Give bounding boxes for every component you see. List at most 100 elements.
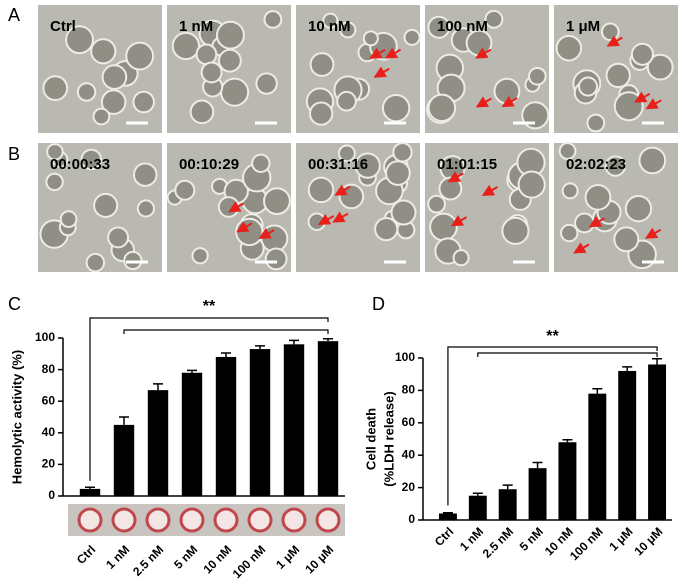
cell — [264, 247, 288, 271]
arrow — [501, 95, 518, 108]
arrow — [236, 221, 253, 233]
arrow — [645, 98, 662, 110]
well — [77, 507, 103, 533]
x-tick-label: 10 μM — [631, 524, 665, 558]
bar — [558, 442, 577, 520]
cell — [200, 61, 223, 84]
x-tick-label: 10 μM — [302, 542, 336, 576]
cell — [403, 28, 421, 46]
cell — [374, 217, 399, 242]
bar — [113, 424, 135, 496]
cell — [217, 48, 242, 73]
x-tick-label: 5 nM — [171, 542, 200, 571]
x-tick-label: 100 nM — [567, 524, 606, 563]
cell — [219, 77, 250, 107]
y-tick-label: 40 — [42, 425, 56, 439]
arrow — [332, 211, 349, 223]
arrow — [644, 227, 662, 239]
cell — [263, 187, 291, 216]
cell — [65, 25, 94, 55]
cell — [90, 38, 117, 65]
bar — [648, 364, 667, 520]
cell — [427, 93, 457, 123]
bar — [147, 390, 169, 496]
cell — [255, 72, 278, 95]
cell — [322, 12, 339, 29]
error-bar — [85, 486, 95, 489]
well — [179, 507, 205, 533]
cell — [42, 75, 69, 102]
cell — [85, 252, 106, 273]
arrow — [228, 201, 245, 213]
cell — [381, 93, 411, 123]
cell — [385, 160, 411, 186]
arrow — [481, 184, 498, 196]
error-bar — [652, 358, 663, 365]
cell — [600, 22, 620, 42]
cell — [125, 41, 155, 71]
error-bar — [255, 345, 265, 350]
cell — [339, 21, 357, 39]
error-bar — [187, 369, 197, 373]
panel-label: D — [372, 294, 385, 314]
arrow — [258, 227, 275, 240]
arrow — [334, 184, 351, 196]
x-tick-label: Ctrl — [432, 524, 457, 549]
significance-bracket — [477, 352, 658, 357]
cell — [101, 64, 128, 90]
panel-label: C — [8, 294, 21, 314]
y-tick-label: 20 — [42, 457, 56, 471]
cell — [337, 144, 356, 163]
y-tick-label: 60 — [42, 393, 56, 407]
cell — [336, 90, 357, 112]
bar — [618, 370, 637, 520]
error-bar — [442, 511, 453, 514]
well — [247, 507, 273, 533]
cell — [501, 216, 530, 245]
error-bar — [532, 461, 543, 469]
cell — [604, 155, 627, 177]
arrow — [588, 216, 605, 228]
cell — [189, 99, 215, 125]
significance-bracket — [123, 329, 329, 334]
cell — [574, 212, 595, 234]
x-tick-label: 1 μM — [273, 542, 302, 571]
y-tick-label: 100 — [35, 330, 55, 344]
cell — [309, 52, 335, 77]
arrow — [373, 66, 390, 78]
x-tick-label: 2.5 nM — [480, 524, 516, 560]
arrow — [317, 213, 335, 225]
cell — [560, 223, 579, 243]
x-tick-label: Ctrl — [74, 542, 99, 567]
image-label: 10 nM — [308, 18, 351, 35]
error-bar — [562, 439, 573, 443]
cell — [427, 194, 446, 214]
y-tick-label: 60 — [402, 415, 416, 429]
error-bar — [221, 352, 231, 357]
x-tick-label: 100 nM — [230, 542, 269, 580]
image-label: 00:31:16 — [308, 156, 368, 173]
y-tick-label: 80 — [402, 383, 416, 397]
significance: ** — [203, 298, 216, 315]
cell — [59, 210, 78, 228]
error-bar — [502, 484, 513, 490]
y-tick-label: 100 — [395, 350, 415, 364]
cell — [484, 9, 504, 29]
y-tick-label: 0 — [48, 488, 55, 502]
image-label: 00:00:33 — [50, 156, 110, 173]
error-bar — [472, 492, 483, 496]
bar — [317, 341, 339, 496]
cell — [107, 226, 130, 249]
error-bar — [592, 388, 603, 394]
y-axis-label: Hemolytic activity (%) — [9, 350, 24, 484]
cell — [528, 66, 547, 86]
arrow — [573, 242, 590, 254]
cell — [584, 183, 612, 211]
cell — [260, 224, 289, 253]
cell — [392, 142, 413, 163]
cell — [452, 249, 470, 267]
bar — [588, 393, 607, 520]
cell — [45, 172, 64, 192]
bar — [468, 495, 487, 520]
